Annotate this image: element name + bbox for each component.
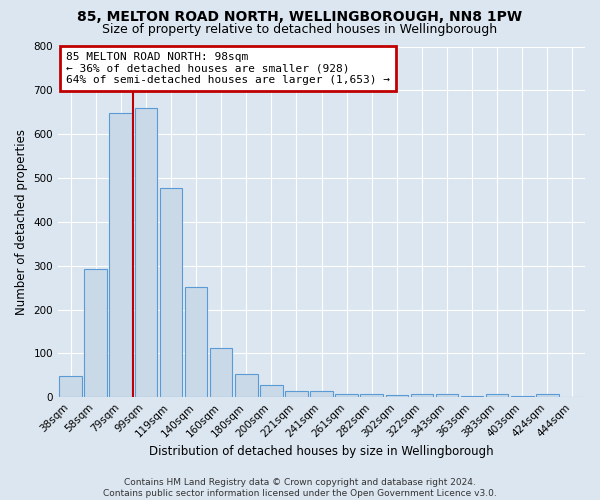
Bar [160, 188, 182, 397]
Bar [310, 390, 333, 397]
Bar [410, 394, 433, 397]
Bar [260, 384, 283, 397]
Bar [511, 396, 533, 397]
Bar [235, 374, 257, 397]
Bar [461, 396, 484, 397]
Bar [361, 394, 383, 397]
Bar [109, 113, 132, 397]
Text: 85 MELTON ROAD NORTH: 98sqm
← 36% of detached houses are smaller (928)
64% of se: 85 MELTON ROAD NORTH: 98sqm ← 36% of det… [66, 52, 390, 85]
X-axis label: Distribution of detached houses by size in Wellingborough: Distribution of detached houses by size … [149, 444, 494, 458]
Bar [210, 348, 232, 397]
Bar [285, 390, 308, 397]
Bar [59, 376, 82, 397]
Bar [134, 108, 157, 397]
Bar [85, 269, 107, 397]
Y-axis label: Number of detached properties: Number of detached properties [15, 129, 28, 315]
Bar [536, 394, 559, 397]
Bar [185, 286, 208, 397]
Bar [386, 395, 408, 397]
Text: Size of property relative to detached houses in Wellingborough: Size of property relative to detached ho… [103, 22, 497, 36]
Bar [486, 394, 508, 397]
Text: 85, MELTON ROAD NORTH, WELLINGBOROUGH, NN8 1PW: 85, MELTON ROAD NORTH, WELLINGBOROUGH, N… [77, 10, 523, 24]
Bar [436, 394, 458, 397]
Bar [335, 394, 358, 397]
Text: Contains HM Land Registry data © Crown copyright and database right 2024.
Contai: Contains HM Land Registry data © Crown c… [103, 478, 497, 498]
